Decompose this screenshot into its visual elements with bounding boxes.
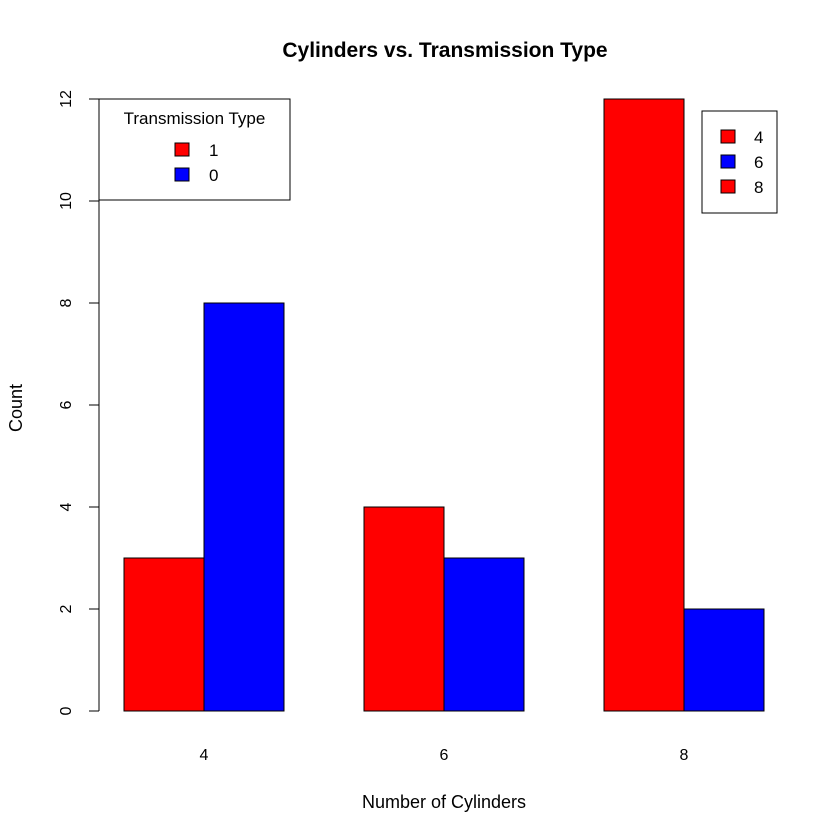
legend-transmission-type: Transmission Type 1 0	[98, 98, 291, 201]
y-tick-label: 6	[58, 400, 75, 409]
bar-4-series-1	[123, 557, 205, 712]
legend-label: 6	[754, 153, 763, 172]
y-tick-label: 0	[58, 706, 75, 715]
y-tick-label: 4	[58, 502, 75, 511]
bar-4-series-0	[203, 302, 285, 712]
bar-6-series-1	[363, 506, 445, 712]
x-tick-label: 8	[680, 747, 689, 764]
legend-label: 1	[209, 141, 218, 160]
legend-cylinders: 4 6 8	[701, 110, 778, 214]
legend-swatch	[720, 154, 736, 169]
legend-box	[98, 98, 291, 201]
legend-swatch	[174, 167, 190, 182]
legend-label: 0	[209, 166, 218, 185]
bars-group	[123, 98, 765, 712]
legend-title: Transmission Type	[124, 109, 266, 128]
x-tick-label: 4	[200, 747, 209, 764]
legend-swatch	[720, 129, 736, 144]
legend-swatch	[720, 179, 736, 194]
bar-6-series-0	[443, 557, 525, 712]
legend-label: 8	[754, 178, 763, 197]
x-axis-label: Number of Cylinders	[362, 792, 526, 812]
y-axis: 0 2 4 6 8 10 12	[58, 90, 100, 715]
y-tick-label: 12	[58, 90, 75, 108]
y-tick-label: 8	[58, 298, 75, 307]
legend-swatch	[174, 142, 190, 157]
chart-title: Cylinders vs. Transmission Type	[282, 39, 607, 62]
x-tick-labels: 4 6 8	[200, 747, 689, 764]
bar-8-series-0	[683, 608, 765, 712]
legend-box	[701, 110, 778, 214]
y-tick-label: 2	[58, 604, 75, 613]
y-axis-label: Count	[6, 384, 26, 432]
bar-8-series-1	[603, 98, 685, 712]
y-tick-label: 10	[58, 192, 75, 210]
x-tick-label: 6	[440, 747, 449, 764]
legend-label: 4	[754, 128, 763, 147]
